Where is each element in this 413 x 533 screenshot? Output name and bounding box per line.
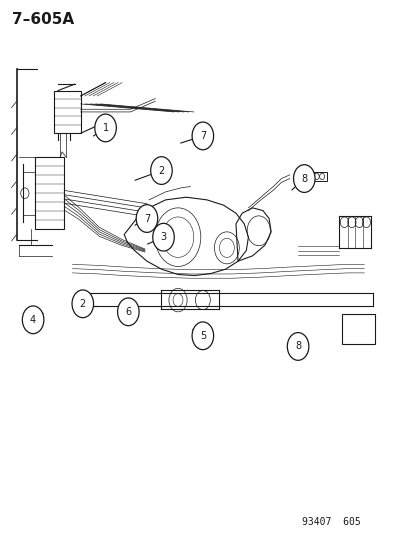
Text: 1: 1: [102, 123, 108, 133]
Text: 2: 2: [158, 166, 164, 175]
Circle shape: [72, 290, 93, 318]
Circle shape: [192, 122, 213, 150]
Text: 4: 4: [30, 315, 36, 325]
Circle shape: [22, 306, 44, 334]
Text: 3: 3: [160, 232, 166, 242]
FancyBboxPatch shape: [341, 314, 374, 344]
Text: 2: 2: [79, 299, 86, 309]
FancyBboxPatch shape: [35, 157, 64, 229]
Circle shape: [152, 223, 174, 251]
Text: 7: 7: [199, 131, 206, 141]
Text: 5: 5: [199, 331, 206, 341]
Circle shape: [192, 322, 213, 350]
Text: 7–605A: 7–605A: [12, 12, 74, 27]
Circle shape: [150, 157, 172, 184]
Text: 93407  605: 93407 605: [301, 516, 360, 527]
Text: 6: 6: [125, 307, 131, 317]
Text: 8: 8: [301, 174, 306, 183]
Circle shape: [293, 165, 314, 192]
Circle shape: [117, 298, 139, 326]
FancyBboxPatch shape: [54, 91, 81, 133]
Text: 8: 8: [294, 342, 300, 351]
Circle shape: [136, 205, 157, 232]
Circle shape: [287, 333, 308, 360]
Circle shape: [95, 114, 116, 142]
FancyBboxPatch shape: [312, 172, 326, 181]
Text: 7: 7: [143, 214, 150, 223]
